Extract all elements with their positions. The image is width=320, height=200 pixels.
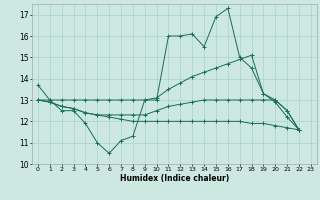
X-axis label: Humidex (Indice chaleur): Humidex (Indice chaleur) — [120, 174, 229, 183]
